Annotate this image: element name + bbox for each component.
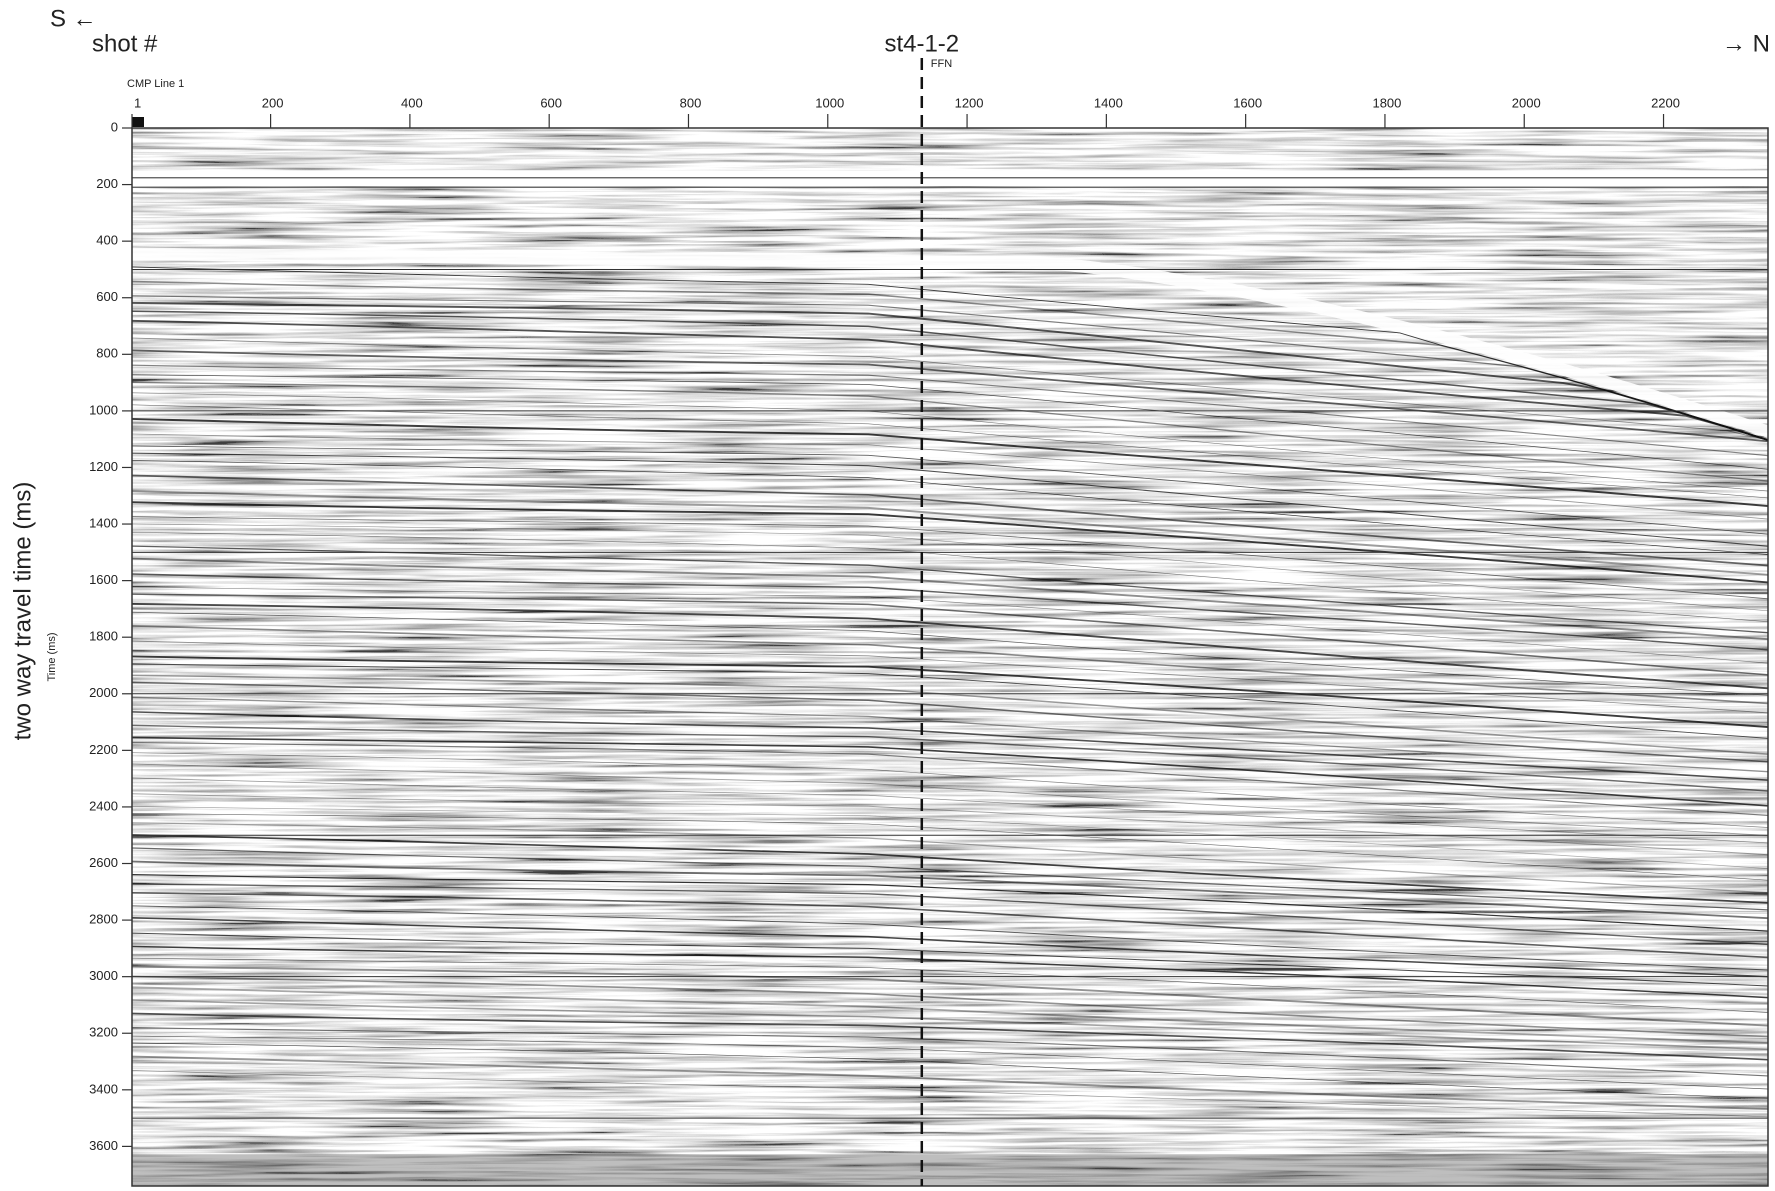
x-tick-label: 800 (680, 95, 702, 110)
y-tick-label: 2200 (89, 742, 118, 757)
y-tick-label: 2800 (89, 912, 118, 927)
y-tick-label: 2400 (89, 798, 118, 813)
x-tick-label: 200 (262, 95, 284, 110)
y-tick-label: 200 (96, 176, 118, 191)
x-axis-label: CMP Line 1 (127, 78, 184, 90)
x-tick-label: 1000 (815, 95, 844, 110)
x-caption: shot # (92, 30, 158, 57)
y-tick-label: 1400 (89, 515, 118, 530)
start-box (132, 117, 144, 127)
x-tick-label: 2000 (1512, 95, 1541, 110)
y-tick-label: 400 (96, 233, 118, 248)
x-tick-label: 2200 (1651, 95, 1680, 110)
plot-area (132, 128, 1768, 1186)
marker-sublabel: FFN (931, 58, 952, 70)
y-tick-label: 0 (111, 119, 118, 134)
direction-right: → N (1722, 30, 1770, 57)
x-tick-label: 1800 (1372, 95, 1401, 110)
y-tick-label: 1600 (89, 572, 118, 587)
x-tick-label: 600 (540, 95, 562, 110)
y-tick-label: 1000 (89, 402, 118, 417)
y-axis-label: two way travel time (ms) (9, 482, 36, 741)
y-tick-label: 3600 (89, 1138, 118, 1153)
y-tick-label: 3000 (89, 968, 118, 983)
marker-label: st4-1-2 (884, 30, 959, 57)
seismic-section: S ← shot # → N CMP Line 1 two way travel… (0, 0, 1775, 1191)
direction-left: S ← (50, 5, 97, 32)
x-tick-label: 1200 (955, 95, 984, 110)
y-tick-label: 2600 (89, 855, 118, 870)
x-tick-label: 1 (134, 95, 141, 110)
y-axis-sublabel: Time (ms) (46, 632, 58, 681)
bottom-noise (132, 1154, 1768, 1186)
x-tick-label: 400 (401, 95, 423, 110)
y-tick-label: 3200 (89, 1025, 118, 1040)
y-tick-label: 600 (96, 289, 118, 304)
x-tick-label: 1400 (1094, 95, 1123, 110)
y-tick-label: 2000 (89, 685, 118, 700)
y-tick-label: 1800 (89, 629, 118, 644)
y-tick-label: 1200 (89, 459, 118, 474)
y-tick-label: 3400 (89, 1081, 118, 1096)
x-tick-label: 1600 (1233, 95, 1262, 110)
y-tick-label: 800 (96, 346, 118, 361)
